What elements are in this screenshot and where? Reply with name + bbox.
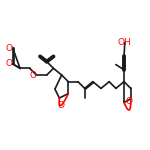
Text: O: O: [5, 44, 12, 53]
Text: O: O: [57, 101, 64, 110]
Text: O: O: [126, 96, 133, 105]
Text: OH: OH: [118, 38, 132, 47]
Text: O: O: [5, 59, 12, 68]
Text: O: O: [29, 70, 36, 80]
